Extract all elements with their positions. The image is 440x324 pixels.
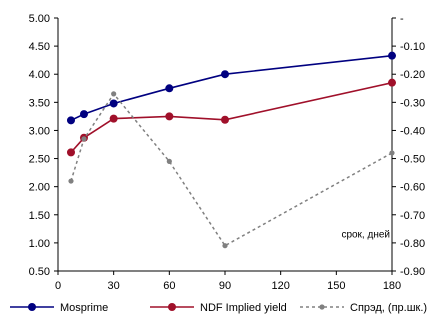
left-tick-label: 2.00 xyxy=(29,182,50,194)
series-0-point xyxy=(221,70,229,79)
series-2-point xyxy=(389,150,395,156)
series-0-point xyxy=(388,51,396,60)
x-tick-label: 150 xyxy=(327,280,345,292)
series-2-point xyxy=(166,158,172,164)
left-tick-label: 3.00 xyxy=(29,125,50,137)
right-tick-label: -0.80 xyxy=(400,238,425,250)
legend-marker-0 xyxy=(28,303,36,311)
left-tick-label: 0.50 xyxy=(29,266,50,278)
right-tick-label: -0.70 xyxy=(400,210,425,222)
series-line-0 xyxy=(70,54,393,122)
series-2-point xyxy=(222,243,228,249)
x-tick-label: 60 xyxy=(163,280,175,292)
series-2-point xyxy=(68,178,74,184)
left-tick-label: 2.50 xyxy=(29,154,50,166)
x-tick-label: 30 xyxy=(108,280,120,292)
right-tick-label: -0.40 xyxy=(400,125,425,137)
series-line-1 xyxy=(70,81,393,153)
right-tick-label: -0.90 xyxy=(400,266,425,278)
legend-label-2: Спрэд, (пр.шк.) xyxy=(350,302,427,314)
right-tick-label: -0.50 xyxy=(400,154,425,166)
right-tick-label: -0.10 xyxy=(400,41,425,53)
series-1-point xyxy=(165,112,174,121)
series-1-point xyxy=(66,148,75,157)
left-tick-label: 4.50 xyxy=(29,41,50,53)
left-tick-label: 1.50 xyxy=(29,210,50,222)
series-0-point xyxy=(79,110,88,119)
left-tick-label: 4.00 xyxy=(29,69,50,81)
series-1-point xyxy=(109,114,118,123)
left-tick-label: 3.50 xyxy=(29,97,50,109)
right-tick-label: -0.20 xyxy=(400,69,425,81)
x-tick-label: 0 xyxy=(55,280,61,292)
x-tick-label: 180 xyxy=(383,280,401,292)
x-tick-label: 90 xyxy=(219,280,231,292)
right-tick-label: - xyxy=(400,13,404,25)
series-2-point xyxy=(81,136,87,142)
series-0-point xyxy=(66,116,75,125)
series-line-2 xyxy=(70,92,393,247)
x-tick-label: 120 xyxy=(271,280,289,292)
series-0-point xyxy=(165,84,174,93)
left-tick-label: 5.00 xyxy=(29,13,50,25)
series-1-point xyxy=(221,115,229,124)
left-tick-label: 1.00 xyxy=(29,238,50,250)
legend-marker-1 xyxy=(168,303,176,311)
x-axis-label: срок, дней xyxy=(341,229,390,240)
series-2-point xyxy=(111,91,117,97)
legend-label-1: NDF Implied yield xyxy=(200,302,287,314)
legend-marker-2 xyxy=(319,304,325,310)
series-0-point xyxy=(109,99,118,108)
right-tick-label: -0.30 xyxy=(400,97,425,109)
legend-label-0: Mosprime xyxy=(60,302,108,314)
right-tick-label: -0.60 xyxy=(400,182,425,194)
series-1-point xyxy=(388,78,396,87)
